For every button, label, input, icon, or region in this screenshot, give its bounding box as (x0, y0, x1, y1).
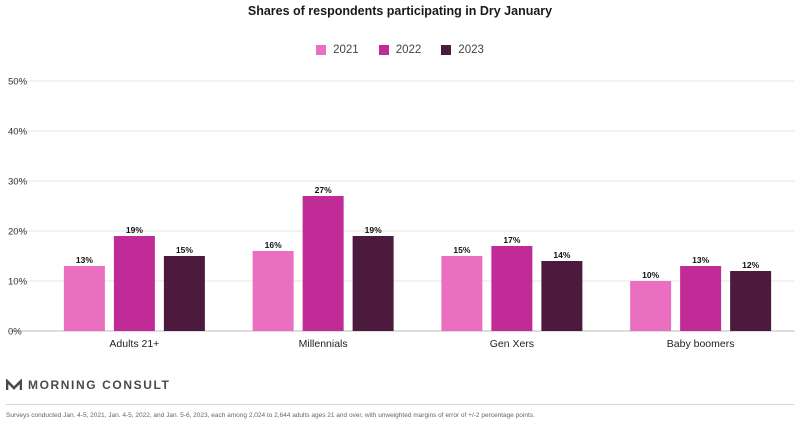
y-tick-label-0: 0% (8, 327, 22, 338)
x-category-label-millennials: Millennials (299, 338, 348, 350)
footer-divider (6, 404, 794, 405)
bar-chart: 0% 10% 20% 30% 40% 50% 13% 19% 15% Adults 21+ 16% 2… (8, 77, 795, 350)
bar-adults-21--2022 (113, 236, 155, 331)
y-tick-label-40: 40% (8, 127, 28, 138)
legend-item-2023: 2023 (441, 44, 484, 56)
bar-baby-boomers-2023 (730, 271, 772, 331)
legend-item-2022: 2022 (378, 44, 422, 56)
legend: 2021 2022 2023 (0, 44, 800, 56)
data-label-baby-boomers-2022: 13% (692, 255, 709, 265)
legend-swatch-2021 (316, 45, 327, 55)
bar-millennials-2022 (302, 196, 344, 331)
data-label-millennials-2022: 27% (315, 185, 332, 195)
morning-consult-logo-icon (6, 379, 22, 390)
x-category-label-gen-xers: Gen Xers (490, 338, 534, 350)
y-tick-label-10: 10% (8, 277, 28, 288)
data-label-adults-21--2022: 19% (126, 225, 143, 235)
bar-millennials-2023 (352, 236, 394, 331)
legend-label-2023: 2023 (458, 44, 484, 56)
legend-swatch-2023 (441, 45, 452, 55)
data-label-baby-boomers-2021: 10% (642, 270, 659, 280)
legend-item-2021: 2021 (316, 44, 359, 56)
data-label-gen-xers-2023: 14% (553, 250, 570, 260)
data-label-adults-21--2021: 13% (76, 255, 93, 265)
bar-gen-xers-2022 (491, 246, 533, 331)
legend-label-2021: 2021 (333, 44, 359, 56)
legend-label-2022: 2022 (395, 44, 422, 56)
data-label-baby-boomers-2023: 12% (742, 260, 759, 270)
bar-millennials-2021 (252, 251, 294, 331)
bar-adults-21--2023 (163, 256, 205, 331)
data-label-gen-xers-2022: 17% (503, 235, 520, 245)
bar-gen-xers-2021 (441, 256, 483, 331)
bar-baby-boomers-2022 (680, 266, 722, 331)
legend-swatch-2022 (378, 45, 389, 55)
footnote: Surveys conducted Jan. 4-5, 2021, Jan. 4… (6, 412, 535, 419)
y-tick-label-20: 20% (8, 227, 28, 238)
x-category-label-adults-21-: Adults 21+ (109, 338, 159, 350)
brand-logo: MORNING CONSULT (6, 378, 170, 392)
data-label-millennials-2023: 19% (365, 225, 382, 235)
bar-gen-xers-2023 (541, 261, 583, 331)
y-tick-label-50: 50% (8, 77, 28, 88)
data-label-gen-xers-2021: 15% (453, 245, 470, 255)
bar-adults-21--2021 (63, 266, 105, 331)
data-label-adults-21--2023: 15% (176, 245, 193, 255)
brand-logo-text: MORNING CONSULT (28, 378, 171, 392)
chart-title: Shares of respondents participating in D… (247, 4, 553, 18)
bar-baby-boomers-2021 (630, 281, 672, 331)
y-tick-label-30: 30% (8, 177, 28, 188)
x-category-label-baby-boomers: Baby boomers (667, 338, 735, 350)
data-label-millennials-2021: 16% (265, 240, 282, 250)
